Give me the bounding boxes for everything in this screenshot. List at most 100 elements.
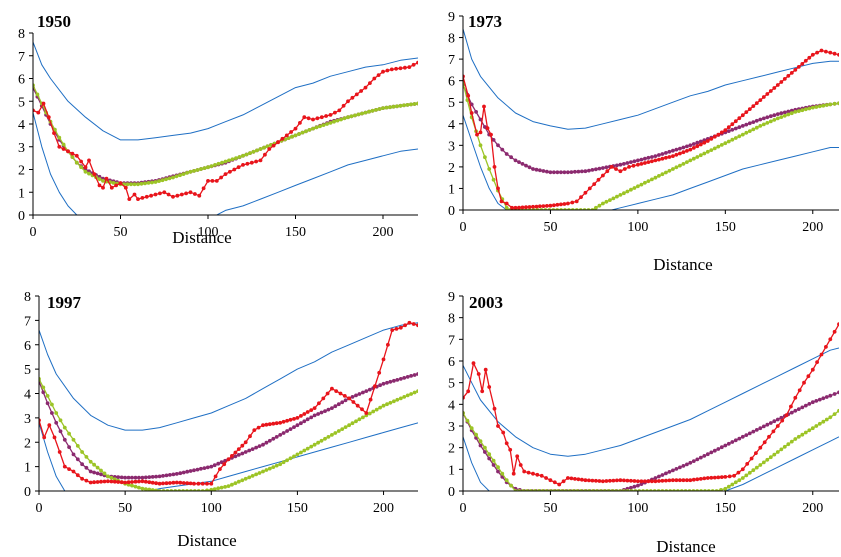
y-tick-label: 1 — [448, 182, 455, 197]
data-point — [271, 421, 276, 426]
data-point — [664, 155, 668, 160]
x-tick-label: 100 — [201, 501, 222, 516]
data-point — [92, 172, 97, 177]
data-point — [350, 421, 355, 426]
data-point — [664, 151, 668, 155]
data-point — [178, 173, 182, 178]
data-point — [280, 136, 285, 141]
data-point — [758, 445, 763, 450]
data-point — [381, 381, 386, 386]
data-point — [740, 132, 745, 137]
data-point — [111, 181, 116, 185]
data-point — [754, 118, 759, 123]
data-point — [574, 199, 579, 204]
data-point — [274, 421, 279, 426]
data-point — [184, 191, 189, 196]
data-point — [319, 115, 324, 120]
data-point — [106, 474, 110, 479]
data-point — [325, 391, 330, 396]
data-point — [381, 69, 385, 74]
data-point — [723, 486, 728, 491]
y-tick-label: 3 — [18, 141, 25, 156]
y-tick-label: 9 — [448, 10, 455, 25]
data-point — [150, 180, 154, 185]
data-point — [555, 170, 560, 175]
data-point — [545, 204, 549, 208]
data-point — [57, 135, 62, 140]
data-point — [292, 425, 296, 429]
data-point — [99, 479, 103, 484]
data-point — [311, 126, 315, 131]
y-tick-label: 5 — [18, 95, 25, 110]
data-point — [228, 169, 232, 174]
data-point — [747, 431, 752, 436]
data-point — [597, 203, 602, 208]
data-point — [667, 470, 672, 474]
data-point — [660, 156, 665, 161]
data-point — [837, 101, 839, 106]
data-point — [548, 478, 553, 483]
data-point — [337, 108, 342, 113]
data-point — [230, 454, 234, 458]
data-point — [88, 469, 93, 474]
data-point — [702, 151, 707, 156]
data-point — [793, 437, 798, 441]
data-point — [390, 328, 395, 332]
data-point — [164, 473, 169, 478]
data-point — [289, 130, 293, 134]
data-point — [531, 167, 535, 171]
data-point — [782, 110, 787, 115]
data-point — [147, 475, 152, 479]
data-point — [487, 456, 492, 461]
data-point — [57, 144, 62, 149]
data-point — [747, 129, 752, 134]
data-point — [786, 109, 791, 114]
series-line-upper-band — [463, 28, 839, 130]
data-point — [319, 410, 324, 415]
data-point — [622, 478, 626, 483]
data-point — [807, 428, 812, 433]
y-tick-label: 2 — [448, 442, 455, 457]
data-point — [192, 468, 196, 473]
data-point — [504, 201, 509, 206]
data-point — [702, 454, 707, 458]
data-point — [491, 458, 496, 463]
data-point — [817, 421, 822, 426]
data-point — [267, 438, 272, 443]
data-point — [828, 393, 833, 398]
data-point — [318, 124, 322, 129]
y-tick-label: 0 — [448, 204, 455, 219]
data-point — [181, 481, 186, 485]
data-point — [737, 478, 742, 483]
data-point — [405, 393, 410, 398]
data-point — [780, 418, 785, 423]
data-point — [288, 417, 293, 422]
data-point — [511, 471, 516, 476]
data-point — [705, 452, 710, 457]
series-line-model — [463, 82, 839, 210]
x-tick-label: 100 — [627, 501, 648, 516]
data-point — [807, 106, 812, 111]
data-point — [765, 422, 770, 427]
data-point — [478, 439, 483, 444]
data-point — [653, 154, 658, 159]
y-tick-label: 8 — [18, 27, 25, 42]
data-point — [737, 116, 742, 121]
data-point — [243, 476, 248, 481]
data-point — [471, 361, 476, 366]
data-point — [744, 433, 749, 437]
data-point — [398, 66, 403, 71]
data-point — [92, 470, 96, 475]
data-point — [793, 110, 798, 114]
data-point — [821, 396, 826, 401]
data-point — [347, 423, 351, 428]
data-point — [395, 397, 400, 402]
data-point — [590, 478, 595, 483]
data-point — [562, 170, 567, 175]
data-point — [535, 472, 540, 477]
data-point — [504, 441, 509, 446]
data-point — [768, 421, 773, 425]
data-point — [515, 454, 520, 459]
data-point — [116, 480, 121, 484]
data-point — [223, 159, 228, 164]
